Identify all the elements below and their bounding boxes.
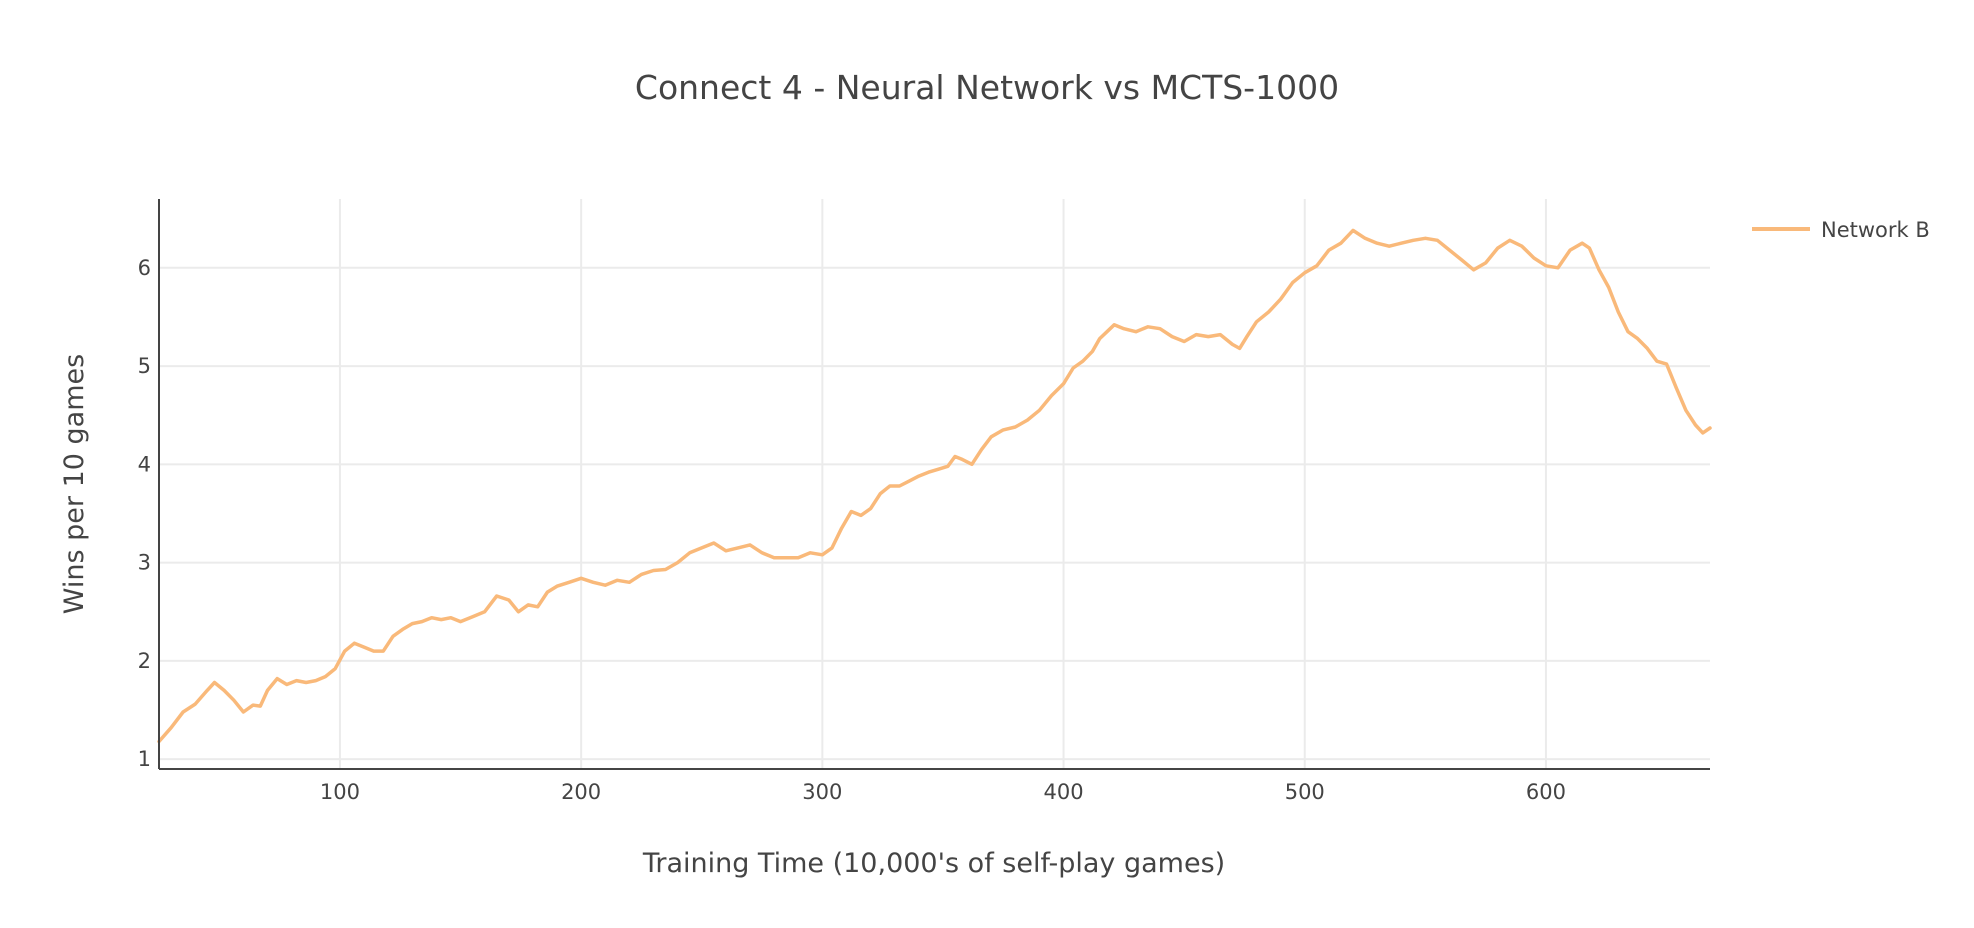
- legend[interactable]: Network B: [1752, 218, 1930, 242]
- y-tick-label: 4: [138, 452, 151, 476]
- y-tick-label: 1: [138, 747, 151, 771]
- x-tick-label: 300: [802, 780, 842, 804]
- tick-labels: 100 200 300 400 500 600 1 2 3 4 5 6: [138, 256, 1566, 804]
- x-tick-label: 200: [561, 780, 601, 804]
- x-axis-title: Training Time (10,000's of self-play gam…: [642, 848, 1225, 879]
- plot-area: [157, 228, 1712, 744]
- x-tick-label: 600: [1526, 780, 1566, 804]
- legend-label-network-b: Network B: [1821, 218, 1930, 242]
- series-line-network-b[interactable]: [157, 228, 1712, 744]
- y-axis-title: Wins per 10 games: [59, 354, 90, 614]
- chart-title: Connect 4 - Neural Network vs MCTS-1000: [635, 68, 1339, 107]
- axes: [158, 199, 1710, 770]
- x-tick-label: 500: [1285, 780, 1325, 804]
- y-tick-label: 6: [138, 256, 151, 280]
- x-tick-label: 100: [320, 780, 360, 804]
- y-tick-label: 3: [138, 551, 151, 575]
- y-tick-label: 2: [138, 649, 151, 673]
- y-tick-label: 5: [138, 354, 151, 378]
- x-tick-label: 400: [1044, 780, 1084, 804]
- gridlines: [159, 199, 1710, 769]
